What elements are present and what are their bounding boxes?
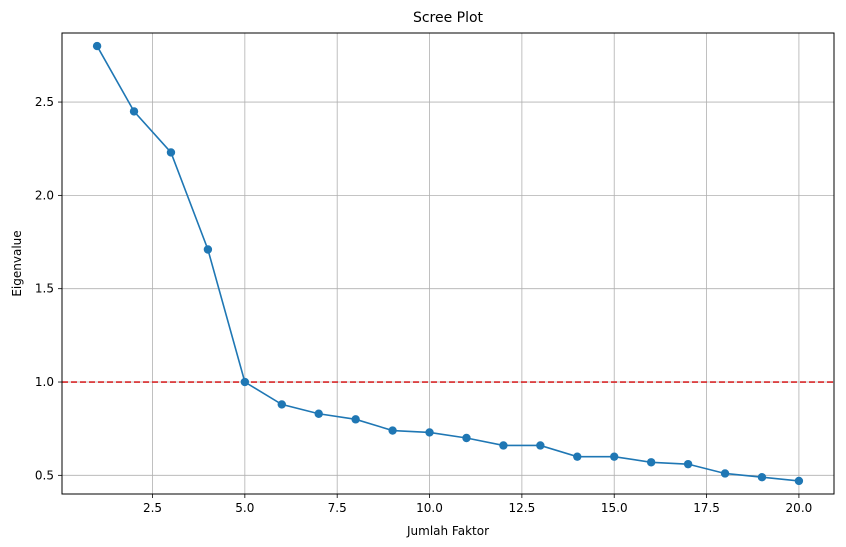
data-point <box>499 441 508 450</box>
data-point <box>425 428 434 437</box>
data-point <box>277 400 286 409</box>
x-tick-label: 15.0 <box>601 501 628 515</box>
data-point <box>683 459 693 469</box>
data-point <box>573 452 582 461</box>
series-group <box>92 41 804 486</box>
data-point <box>462 433 471 443</box>
x-tick-label: 2.5 <box>143 501 162 515</box>
data-point <box>720 469 730 478</box>
y-tick-label: 2.0 <box>35 188 54 202</box>
data-point <box>351 415 360 424</box>
x-tick-label: 5.0 <box>235 501 254 515</box>
data-point <box>536 441 545 450</box>
y-tick-label: 2.5 <box>35 95 54 109</box>
y-tick-label: 1.5 <box>35 282 54 296</box>
data-point <box>92 41 102 51</box>
chart-title: Scree Plot <box>413 10 484 26</box>
data-point <box>129 107 139 116</box>
data-point <box>610 452 619 461</box>
x-tick-label: 20.0 <box>786 501 813 515</box>
y-axis-label: Eigenvalue <box>10 230 24 296</box>
series-line <box>96 45 799 482</box>
y-tick-label: 1.0 <box>35 375 54 389</box>
x-tick-label: 17.5 <box>693 501 720 515</box>
x-tick-label: 7.5 <box>328 501 347 515</box>
data-point <box>166 148 176 157</box>
data-point <box>388 426 397 435</box>
data-point <box>203 245 213 254</box>
x-axis-ticks: 2.5 5.0 7.5 10.0 12.5 15.0 17.5 20.0 <box>143 494 812 515</box>
plot-frame <box>61 32 835 495</box>
y-axis-ticks: 0.5 1.0 1.5 2.0 2.5 <box>35 95 62 482</box>
data-point <box>646 458 656 467</box>
data-point <box>240 377 250 387</box>
x-tick-label: 12.5 <box>509 501 536 515</box>
x-axis-label: Jumlah Faktor <box>406 524 489 538</box>
data-point <box>314 409 323 418</box>
data-point <box>757 473 767 482</box>
y-tick-label: 0.5 <box>35 468 54 482</box>
x-tick-label: 10.0 <box>416 501 443 515</box>
data-point <box>794 476 804 486</box>
